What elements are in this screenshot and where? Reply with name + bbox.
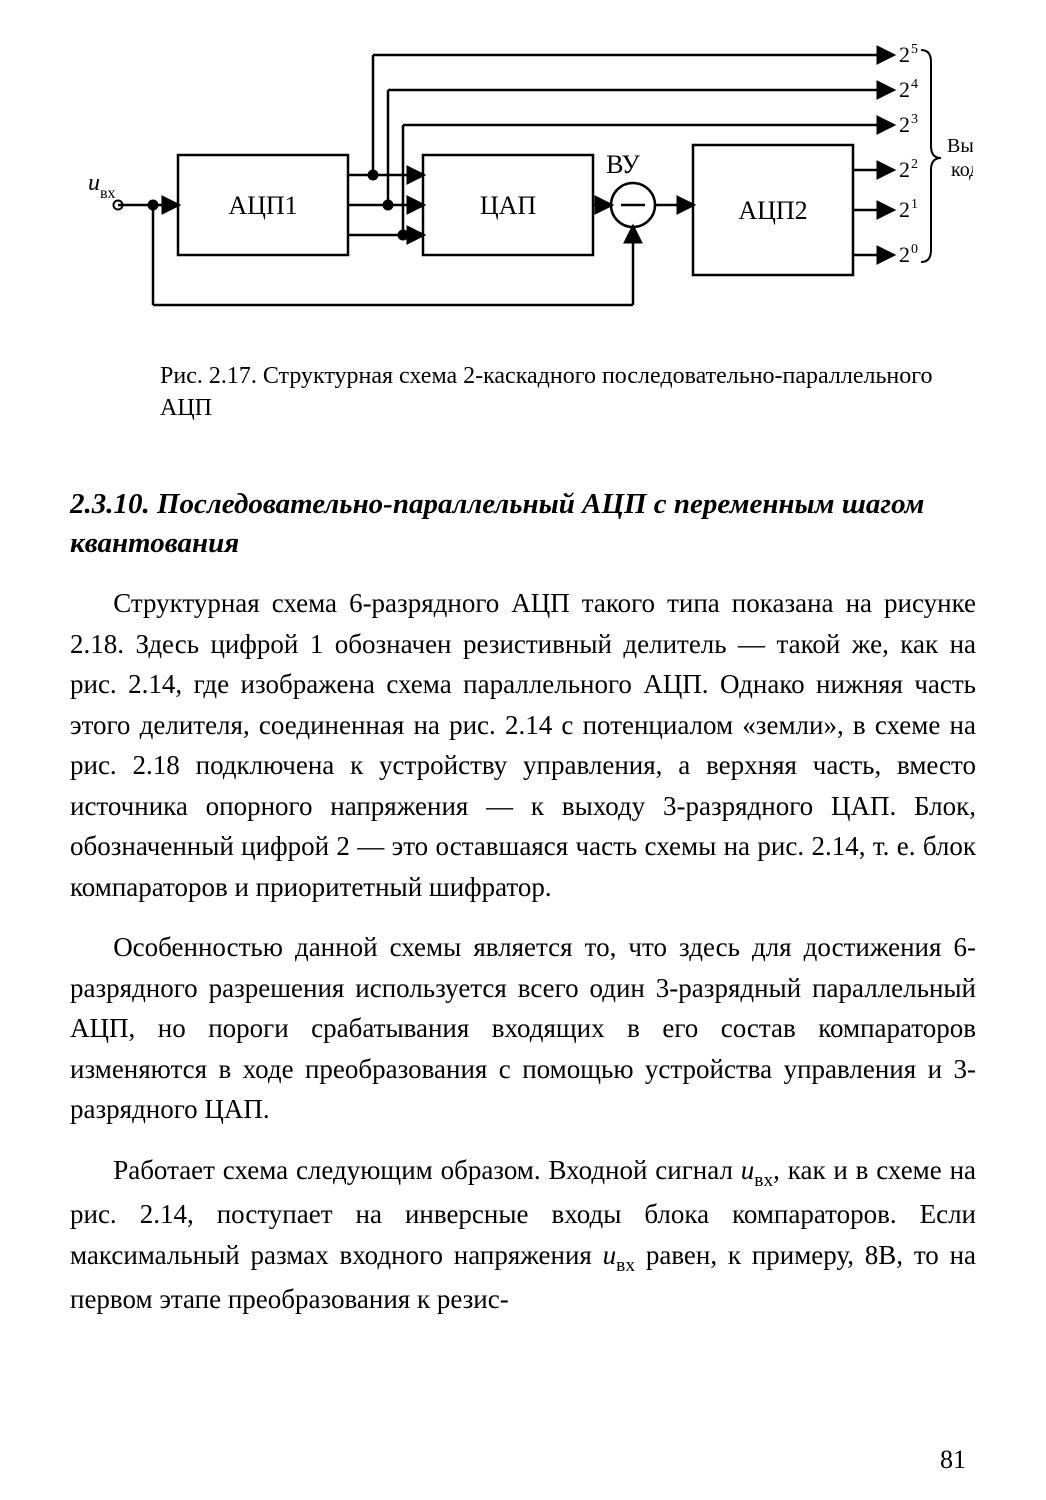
- block-diagram-svg: АЦП1ЦАПАЦП2ВУuвx252423222120Выходкод: [73, 30, 973, 340]
- svg-text:2: 2: [899, 197, 910, 222]
- svg-text:вx: вx: [100, 185, 116, 202]
- svg-text:3: 3: [911, 112, 918, 127]
- svg-text:2: 2: [899, 112, 910, 137]
- variable-u: u: [603, 1240, 617, 1270]
- svg-text:u: u: [88, 170, 100, 196]
- svg-text:ВУ: ВУ: [606, 150, 640, 179]
- svg-text:2: 2: [911, 157, 918, 172]
- svg-text:АЦП1: АЦП1: [228, 191, 297, 220]
- body-paragraph-1: Структурная схема 6-разрядного АЦП таког…: [70, 583, 976, 907]
- svg-text:1: 1: [911, 197, 918, 212]
- subscript-vx: вx: [754, 1170, 773, 1191]
- variable-u: u: [741, 1155, 755, 1185]
- svg-text:2: 2: [899, 157, 910, 182]
- figure-diagram: АЦП1ЦАПАЦП2ВУuвx252423222120Выходкод: [73, 30, 973, 340]
- svg-text:5: 5: [911, 42, 918, 57]
- svg-text:код: код: [951, 159, 973, 181]
- svg-text:АЦП2: АЦП2: [738, 196, 807, 225]
- figure-caption: Рис. 2.17. Структурная схема 2-каскадног…: [160, 360, 946, 425]
- svg-text:0: 0: [911, 242, 918, 257]
- svg-text:2: 2: [899, 42, 910, 67]
- section-heading: 2.3.10. Последовательно-параллельный АЦП…: [70, 485, 976, 563]
- body-paragraph-3: Работает схема следующим образом. Входно…: [70, 1150, 976, 1320]
- svg-text:2: 2: [899, 242, 910, 267]
- svg-text:2: 2: [899, 77, 910, 102]
- body-paragraph-2: Особенностью данной схемы является то, ч…: [70, 927, 976, 1130]
- svg-text:ЦАП: ЦАП: [480, 191, 537, 220]
- text-run: Работает схема следующим образом. Входно…: [113, 1155, 741, 1185]
- subscript-vx: вx: [616, 1255, 635, 1276]
- svg-text:4: 4: [911, 77, 918, 92]
- svg-text:Выход: Выход: [947, 135, 973, 157]
- page-number: 81: [940, 1445, 966, 1475]
